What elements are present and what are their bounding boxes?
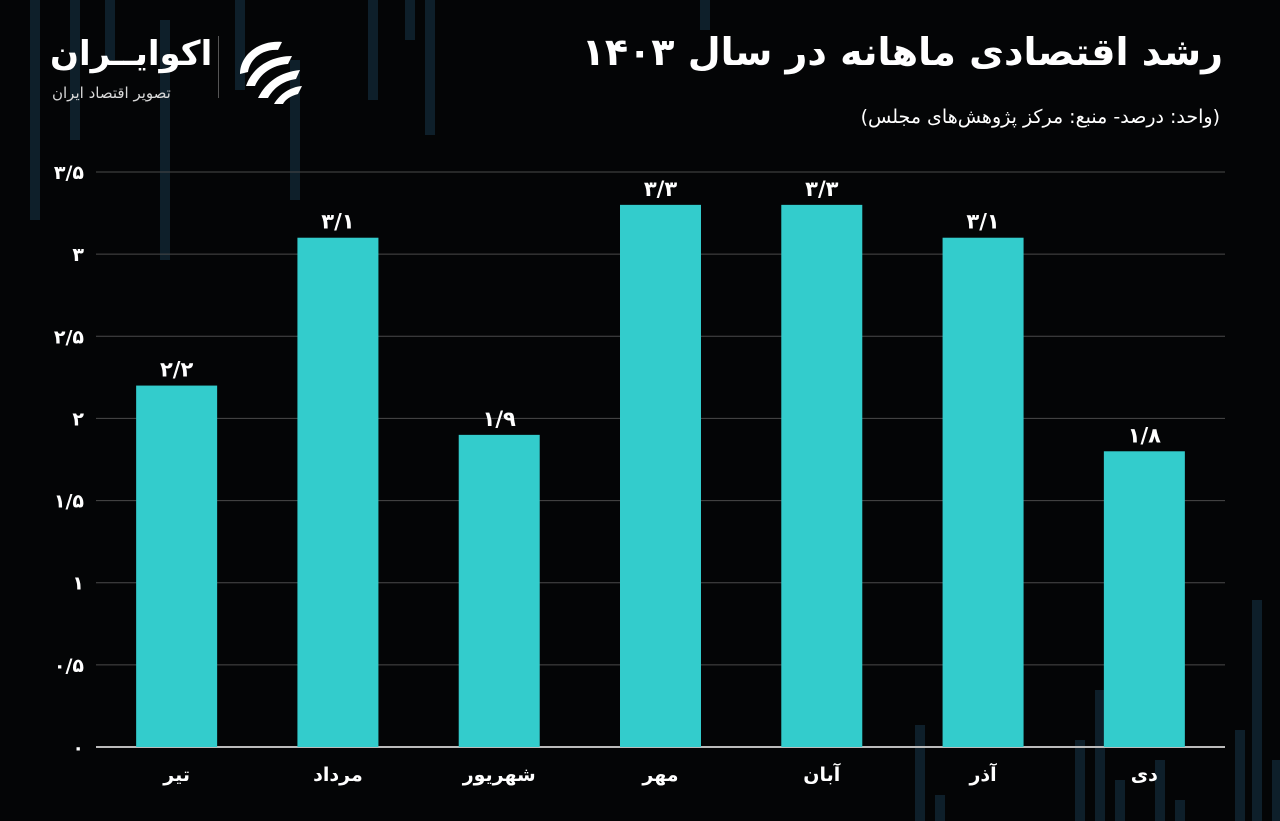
x-tick-label: تیر: [162, 764, 190, 786]
bar: [942, 237, 1024, 747]
data-label: ۳/۳: [644, 177, 677, 201]
decorative-candle: [935, 795, 945, 821]
x-tick-label: مهر: [641, 764, 678, 786]
decorative-candle: [1252, 600, 1262, 821]
decorative-candle: [70, 0, 80, 140]
data-label: ۳/۳: [805, 177, 838, 201]
logo-tagline: تصویر اقتصاد ایران: [52, 84, 171, 102]
bar: [781, 204, 863, 747]
x-tick-label: شهریور: [462, 764, 536, 786]
data-label: ۱/۹: [483, 407, 516, 431]
decorative-candle: [915, 725, 925, 821]
bar: [297, 237, 379, 747]
decorative-candle: [405, 0, 415, 40]
bar: [1103, 451, 1185, 747]
data-label: ۱/۸: [1128, 423, 1161, 447]
decorative-candle: [235, 0, 245, 90]
bar: [458, 434, 540, 747]
bar: [136, 385, 218, 747]
bar: [620, 204, 701, 747]
decorative-candle: [368, 0, 378, 100]
x-tick-label: آبان: [803, 762, 840, 786]
bar-chart: ۰ ۰/۵ ۱ ۱/۵ ۲ ۲/۵ ۳ ۳/۵ ۲/۲ تیر ۳/۱ مرداد ۱/۹ شهریور ۳…: [54, 162, 1225, 786]
y-tick-label: ۰: [72, 737, 84, 759]
decorative-candle: [1115, 780, 1125, 821]
decorative-candle: [1235, 730, 1245, 821]
decorative-candle: [105, 0, 115, 60]
data-label: ۳/۱: [966, 210, 999, 234]
chart-header: رشد اقتصادی ماهانه در سال ۱۴۰۳ (واحد: در…: [0, 0, 1280, 150]
decorative-candle: [1175, 800, 1185, 821]
ecoiran-logo-icon: [240, 41, 302, 104]
decorative-candle: [1272, 760, 1280, 821]
x-tick-label: مرداد: [313, 764, 363, 786]
data-label: ۲/۲: [160, 358, 193, 382]
decorative-candle: [30, 0, 40, 220]
decorative-candle: [290, 60, 300, 200]
x-tick-label: آذر: [968, 762, 997, 786]
decorative-candle: [1075, 740, 1085, 821]
y-tick-label: ۱: [72, 573, 84, 595]
logo-divider: [218, 36, 219, 98]
y-tick-label: ۱/۵: [54, 491, 85, 513]
decorative-candle: [1095, 690, 1105, 821]
y-tick-label: ۳/۵: [54, 162, 85, 184]
logo-name: اکوایــران: [50, 34, 213, 74]
data-label: ۳/۱: [321, 210, 354, 234]
y-tick-label: ۰/۵: [54, 655, 85, 677]
y-tick-label: ۲: [72, 408, 84, 430]
decorative-candle: [700, 0, 710, 30]
y-tick-label: ۳: [72, 244, 84, 266]
chart-title: رشد اقتصادی ماهانه در سال ۱۴۰۳: [581, 30, 1223, 74]
logo: اکوایــران تصویر اقتصاد ایران: [50, 32, 320, 112]
decorative-candle: [160, 20, 170, 260]
x-tick-label: دی: [1131, 764, 1158, 786]
chart-subtitle: (واحد: درصد- منبع: مرکز پژوهش‌های مجلس): [860, 106, 1220, 128]
y-tick-label: ۲/۵: [54, 326, 85, 348]
decorative-candle: [425, 0, 435, 135]
decorative-candle: [1155, 760, 1165, 821]
